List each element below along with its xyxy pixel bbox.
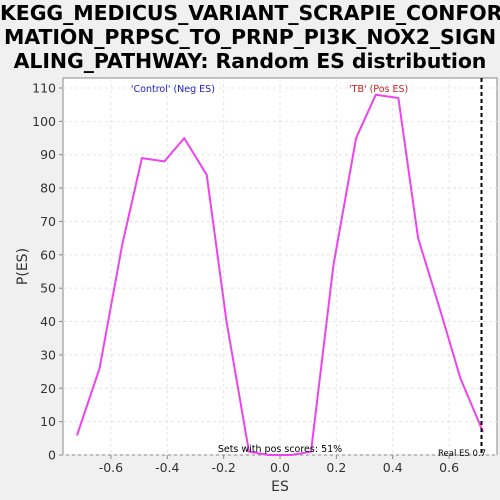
data-point xyxy=(76,434,78,436)
data-point xyxy=(375,93,377,96)
x-tick-label: -0.4 xyxy=(155,460,179,475)
y-tick-label: 60 xyxy=(40,247,56,262)
pos-scores-label: Sets with pos scores: 51% xyxy=(218,444,342,455)
chart-title-line-1: KEGG_MEDICUS_VARIANT_SCRAPIE_CONFOR xyxy=(0,1,500,25)
data-point xyxy=(163,160,166,163)
x-tick-label: -0.6 xyxy=(99,460,123,475)
data-point xyxy=(482,430,484,433)
y-tick-label: 20 xyxy=(40,381,56,396)
data-point xyxy=(290,454,293,456)
data-point xyxy=(332,264,335,266)
data-point xyxy=(225,320,228,323)
data-point xyxy=(141,157,143,159)
y-axis-label: P(ES) xyxy=(15,248,31,285)
y-tick-label: 80 xyxy=(40,181,56,196)
x-tick-label: 0.2 xyxy=(326,460,346,475)
y-tick-label: 10 xyxy=(40,414,56,429)
x-tick-label: -0.2 xyxy=(211,460,235,475)
y-tick-label: 40 xyxy=(40,314,56,329)
real-es-label: Real ES 0.7 xyxy=(438,449,486,459)
chart-title-line-2: MATION_PRPSC_TO_PRNP_PI3K_NOX2_SIGN xyxy=(3,25,496,49)
x-tick-label: 0.4 xyxy=(383,460,403,475)
data-point xyxy=(459,377,462,380)
data-point xyxy=(397,97,400,99)
data-point xyxy=(183,137,185,139)
y-tick-label: 50 xyxy=(40,281,56,296)
pos-es-label: 'TB' (Pos ES) xyxy=(349,84,408,95)
data-point xyxy=(98,367,101,370)
x-tick-label: 0.0 xyxy=(270,460,290,475)
y-tick-label: 110 xyxy=(32,81,56,96)
data-point xyxy=(248,450,250,453)
data-point xyxy=(121,244,123,246)
x-axis-label: ES xyxy=(271,479,289,495)
data-point xyxy=(417,237,419,239)
y-tick-label: 100 xyxy=(32,114,56,129)
distribution-line xyxy=(76,93,484,456)
data-point xyxy=(205,173,208,176)
y-tick-label: 30 xyxy=(40,347,56,362)
y-tick-label: 90 xyxy=(40,147,56,162)
neg-es-label: 'Control' (Neg ES) xyxy=(131,84,215,95)
data-point xyxy=(310,450,312,453)
data-point xyxy=(355,137,357,139)
chart-title-line-3: ALING_PATHWAY: Random ES distribution xyxy=(13,49,487,73)
x-tick-label: 0.6 xyxy=(439,460,459,475)
y-tick-label: 70 xyxy=(40,214,56,229)
data-point xyxy=(267,454,270,456)
data-point xyxy=(439,310,442,313)
y-tick-label: 0 xyxy=(48,448,56,463)
